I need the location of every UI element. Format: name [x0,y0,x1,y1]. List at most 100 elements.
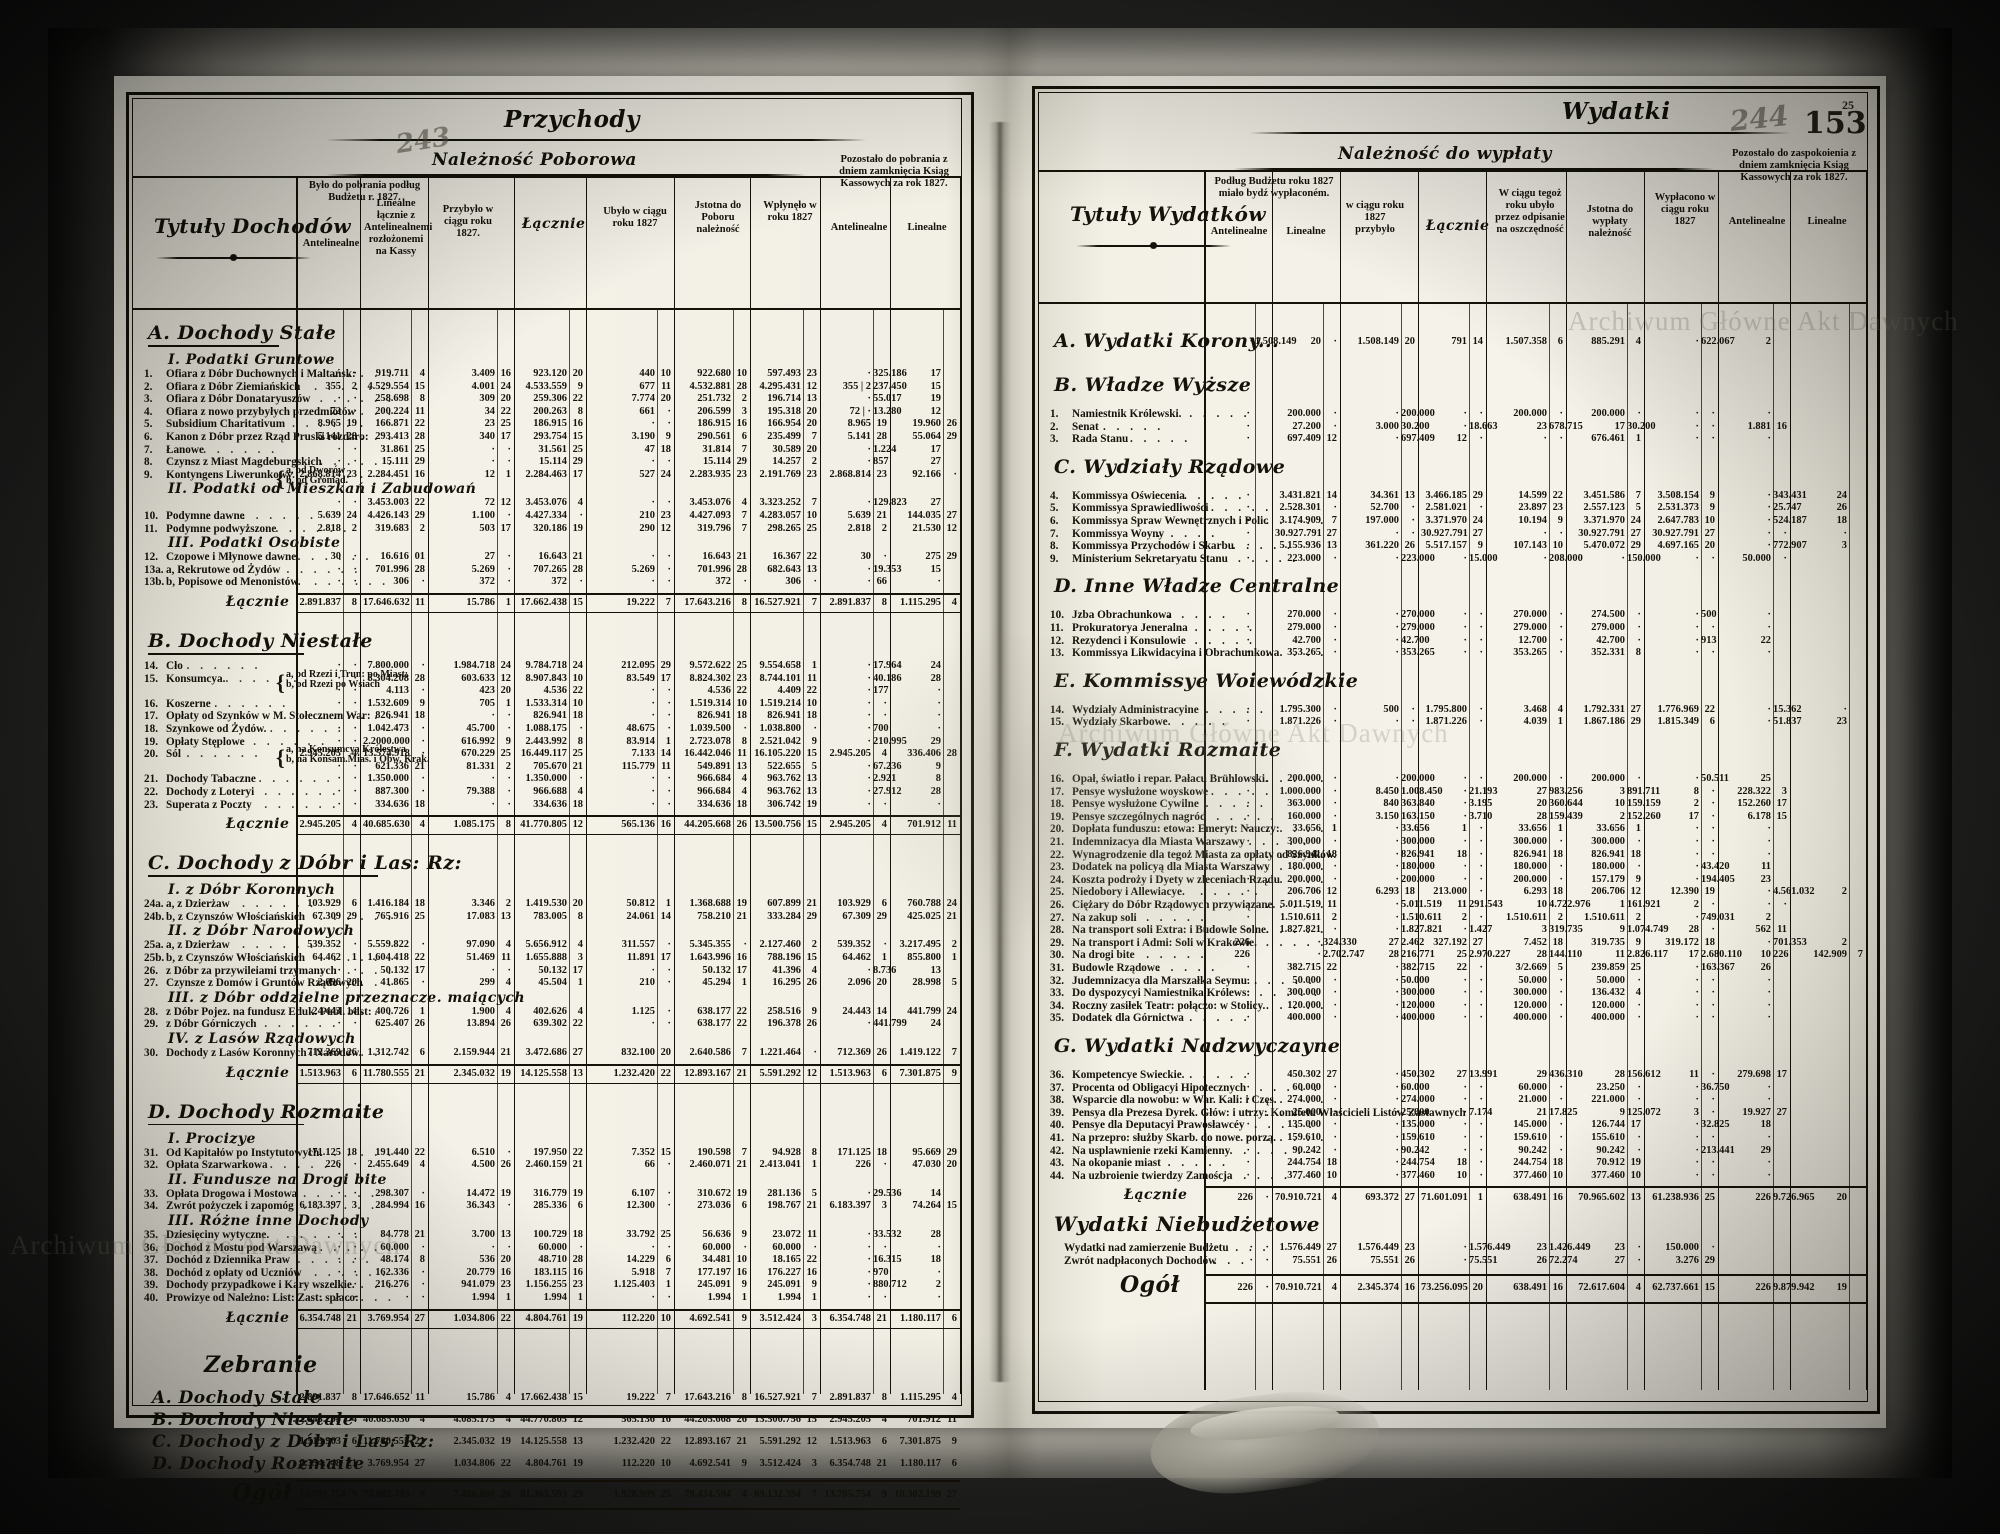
right-cell-grosze: · [1333,408,1337,419]
cell-grosze: 28 [876,431,887,442]
cell-grosze: 18 [660,443,671,455]
row-brace: { [276,669,285,695]
row-number: 15. [144,672,158,685]
right-cell-grosze: 500 [1701,609,1717,621]
cell-zloty: 3.346 [471,898,495,910]
cell-grosze: 24 [500,660,511,671]
cell-zloty: 2.818 [317,522,341,534]
right-cell-zloty: · [1463,1094,1467,1106]
row-label: Podymne dawne [166,510,245,522]
nonbudget-cell-grosze: · [1711,1242,1715,1254]
right-cell-grosze: · [1559,433,1563,445]
cell-zloty: · [867,1266,871,1278]
right-cell-grosze: 14 [1326,489,1337,501]
section-total-rule-bottom [296,1082,960,1084]
cell-grosze: 23 [806,468,817,480]
right-row-number: 37. [1050,1081,1064,1094]
right-cell-zloty: 8 [1693,785,1699,797]
right-cell-zloty: · [1767,1132,1771,1143]
right-cell-grosze: 9 [1709,489,1715,501]
cell-zloty: · [867,723,871,734]
right-cell-ante: · [1246,703,1250,715]
cell-grosze: 18 [572,1229,583,1240]
cell-grosze: 19 [572,522,583,534]
right-cell-grosze: 913 [1701,634,1717,646]
colhead-lacznie: Łącznie [522,216,586,232]
right-cell-zloty: 27.200 [1292,420,1321,432]
cell-zloty: 597.493 [767,368,801,379]
nonbudget-row-label: Zwrót nadpłaconych Dochodów [1064,1255,1217,1267]
right-cell-zloty: 120.000 [1591,999,1625,1011]
right-row-number: 6. [1050,515,1059,527]
cell-grosze: 1 [951,952,957,963]
cell-zloty: 166.954 [767,418,801,430]
section-heading-2: C. Dochody z Dóbr i Las: Rz: [148,852,463,875]
total-cell-grosze: 8 [351,597,357,608]
right-colhead-lacznie: Łącznie [1426,218,1490,234]
cell-zloty: · [651,1018,655,1030]
right-cell-zloty: · [1695,420,1699,432]
cell-grosze: 22 [572,685,583,697]
cell-grosze: 29 [346,910,357,922]
right-cell-zloty: 33.656 [1596,823,1625,835]
cell-grosze: 12 [660,522,671,534]
right-cell-grosze: 163.150 [1401,811,1435,822]
cell-zloty: 34 [484,405,495,417]
right-cell-zloty: 14.599 [1518,489,1547,501]
cell-zloty: 196.378 [767,1018,801,1030]
cell-grosze: 10 [572,697,583,709]
right-cell-grosze: · [1637,773,1641,784]
cell-zloty: 855.800 [907,952,941,963]
right-cell-grosze: · [1711,798,1715,810]
cell-grosze: 28 [736,563,747,575]
cell-zloty: 8.965 [317,418,341,430]
right-title-swash [1250,132,1790,134]
cell-zloty: 24.061 [626,910,655,922]
right-cell-grosze: 26 [1404,540,1415,552]
right-cell-ante: · [1246,489,1250,501]
right-cell-grosze: 9 [1635,936,1641,948]
right-cell-zloty: 5.011.519 [1280,899,1321,910]
cell-grosze: 7 [741,1047,747,1058]
right-cell-grosze: 19 [1630,1157,1641,1169]
right-cell-zloty: 26 [1760,962,1771,973]
cell-grosze: · [421,1292,425,1303]
row-label: Subsidium Charitativum [166,418,286,431]
cell-grosze: · [667,773,671,785]
right-cell-zloty: 221.000 [1591,1094,1625,1106]
total-cell-zloty: 1.034.806 [453,1312,495,1324]
row-leader: . . . . . . [186,660,262,672]
cell-zloty: 522.655 [767,760,801,772]
summary-cell-zloty: 4.804.761 [525,1457,567,1469]
right-cell-zloty: · [1695,848,1699,860]
row-label: b, Popisowe od Menonistów. [166,576,301,589]
cell-zloty: 2.283.935 [689,468,731,480]
right-cell-grosze: · [1479,634,1483,646]
cell-zloty: 16.295 [772,977,801,989]
cell-zloty: 17 [930,443,941,455]
right-row-leader: . . . . . [1130,433,1192,446]
pen-folio-right-big: 153 [1804,106,1867,141]
right-cell-grosze: · [1411,716,1415,728]
row-label: Podymne podwyższone [166,522,277,535]
right-cell-ante: · [1246,540,1250,552]
section-heading-0: A. Dochody Stałe [148,322,337,344]
right-cell-zloty: 5.470.072 [1583,540,1625,552]
right-row-number: 22. [1050,848,1064,861]
right-row-number: 28. [1050,924,1064,937]
cell-grosze: · [667,551,671,563]
grand-cell-zloty: 10.302.199 [894,1488,941,1500]
right-inline-cell-grosze: 622.067 [1701,336,1735,347]
cell-grosze: 7 [951,1047,957,1058]
cell-grosze: · [579,773,583,785]
right-cell-zloty: 1 [1619,899,1625,910]
cell-zloty: 14 [930,1187,941,1199]
cell-grosze: 8 [419,1254,425,1266]
summary-cell-grosze: 3 [811,1457,817,1469]
cell-grosze: · [579,510,583,521]
cell-zloty: 290.561 [697,431,731,442]
cell-zloty: 34.481 [702,1254,731,1266]
cell-grosze: · [507,1200,511,1212]
right-cell-zloty: · [1767,1157,1771,1169]
cell-zloty: · [651,1241,655,1253]
